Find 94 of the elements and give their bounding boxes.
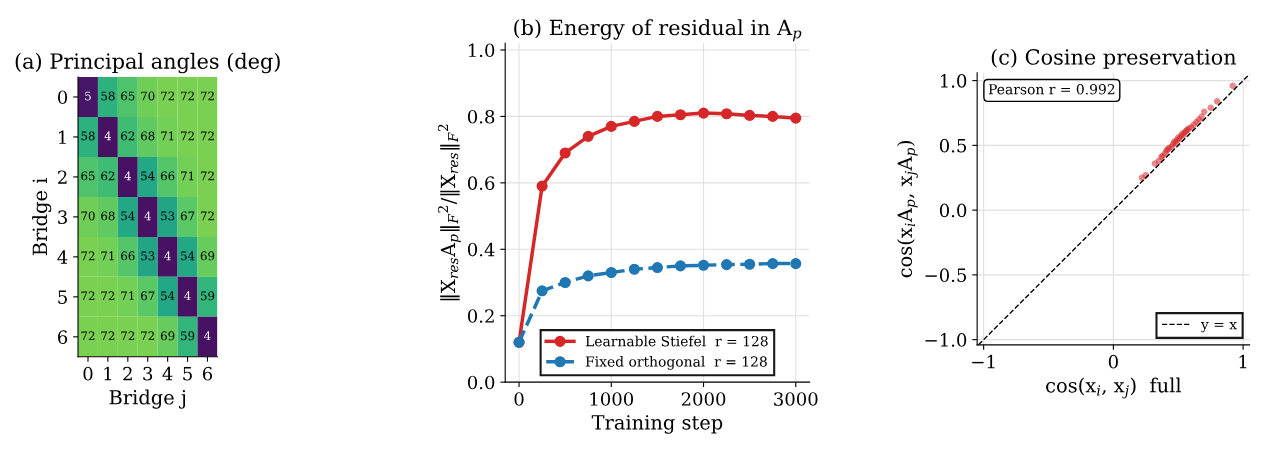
data-label: 59 — [181, 331, 195, 341]
data-label: 4 — [184, 291, 191, 301]
y-tick-label: 0.4 — [467, 242, 495, 257]
chart-title: (c) Cosine preservation — [991, 48, 1237, 69]
x-axis-title: cos(x$_{i}$, x$_{j}$) full — [1046, 377, 1182, 399]
data-label: 4 — [124, 171, 131, 181]
y-tick-label: 0.5 — [939, 138, 967, 153]
x-tick-label: −1 — [972, 354, 995, 369]
x-tick-label: 1 — [104, 366, 112, 381]
data-label: 68 — [101, 211, 115, 221]
data-label: 72 — [161, 91, 174, 101]
data-label: 71 — [181, 171, 194, 181]
data-label: 72 — [181, 91, 194, 101]
data-label: 72 — [200, 91, 214, 101]
x-tick-label: 2 — [123, 366, 132, 381]
y-tick-label: 1.0 — [468, 43, 495, 58]
x-tick-label: 2000 — [681, 392, 726, 406]
data-label: 53 — [141, 251, 155, 261]
data-label: 4 — [104, 131, 112, 141]
x-tick-label: 1 — [1239, 354, 1247, 369]
y-tick-label: 0 — [58, 90, 68, 105]
data-label: 72 — [101, 291, 115, 301]
y-tick-label: 0.6 — [467, 176, 495, 190]
chart-title: (a) Principal angles (deg) — [15, 52, 280, 74]
data-label: 4 — [204, 331, 211, 341]
x-tick-label: 5 — [183, 367, 192, 381]
data-label: 5 — [85, 91, 91, 101]
data-label: 58 — [101, 91, 115, 101]
data-label: 72 — [81, 251, 95, 261]
y-axis-title: Bridge i — [32, 178, 52, 256]
y-tick-label: 2 — [58, 170, 67, 184]
data-label: 67 — [180, 211, 195, 221]
data-label: 65 — [121, 91, 135, 101]
data-label: 66 — [121, 251, 135, 261]
x-tick-label: 0 — [83, 366, 93, 381]
x-tick-label: 4 — [162, 366, 173, 381]
y-tick-label: 1.0 — [940, 74, 967, 88]
data-label: 54 — [181, 251, 195, 261]
data-label: 54 — [121, 211, 135, 221]
data-label: 65 — [81, 171, 95, 181]
data-label: 71 — [121, 291, 134, 301]
y-tick-label: 4 — [57, 250, 68, 264]
y-tick-label: 1 — [59, 130, 66, 144]
chart-title: (b) Energy of residual in A$_{p}$ — [514, 19, 802, 42]
data-label: 59 — [200, 291, 215, 301]
x-tick-label: 3 — [143, 366, 153, 381]
data-label: 68 — [141, 131, 155, 141]
data-label: 69 — [200, 251, 215, 261]
data-label: 72 — [200, 131, 214, 141]
y-tick-label: 0.2 — [467, 309, 494, 323]
data-label: 66 — [160, 171, 175, 181]
x-tick-label: 3000 — [774, 392, 818, 406]
data-label: 54 — [161, 291, 175, 301]
y-tick-label: −0.5 — [925, 268, 967, 282]
data-label: 67 — [141, 291, 155, 301]
x-tick-label: 1000 — [590, 392, 634, 406]
data-label: 72 — [121, 331, 135, 341]
y-tick-label: 5 — [58, 290, 67, 304]
y-tick-label: 6 — [58, 330, 68, 344]
data-label: 70 — [81, 211, 95, 221]
y-tick-label: −1.0 — [925, 333, 967, 347]
data-label: 72 — [200, 211, 214, 221]
data-label: 4 — [164, 251, 171, 261]
data-label: 71 — [161, 131, 174, 141]
data-label: 4 — [144, 211, 151, 221]
data-label: 72 — [181, 131, 194, 141]
data-label: 54 — [141, 171, 155, 181]
legend-label: y = x — [1200, 322, 1237, 333]
data-label: 62 — [121, 131, 135, 141]
text: ‖X$_{res}$A$_{p}$‖$_{F}$$^{2}$/‖X$_{res}$‖$_{F}$$^{2}$ — [437, 124, 461, 301]
annotation: Pearson r = 0.992 — [988, 83, 1115, 95]
x-tick-label: 0 — [1108, 354, 1118, 369]
y-tick-label: 3 — [58, 210, 67, 225]
legend-label: Learnable Stiefel r = 128 — [585, 335, 768, 347]
y-tick-label: 0.8 — [467, 109, 495, 124]
data-label: 72 — [101, 331, 115, 341]
x-tick-label: 0 — [514, 392, 524, 406]
data-label: 62 — [101, 171, 115, 181]
text: cos(x$_{i}$A$_{p}$, x$_{j}$A$_{p}$) — [897, 141, 918, 278]
x-axis-title: Training step — [591, 415, 723, 434]
y-tick-label: 0.0 — [467, 375, 495, 390]
data-label: 71 — [101, 251, 114, 261]
x-tick-label: 6 — [202, 366, 213, 381]
data-label: 72 — [81, 291, 95, 301]
data-label: 72 — [81, 331, 95, 341]
data-label: 72 — [141, 331, 155, 341]
legend-label: Fixed orthogonal r = 128 — [585, 356, 767, 370]
x-axis-title: Bridge j — [109, 389, 186, 409]
data-label: 70 — [141, 91, 155, 101]
data-label: 72 — [200, 171, 214, 181]
data-label: 53 — [161, 211, 175, 221]
data-label: 58 — [81, 131, 95, 141]
data-label: 69 — [160, 331, 175, 341]
y-tick-label: 0.0 — [939, 203, 967, 218]
